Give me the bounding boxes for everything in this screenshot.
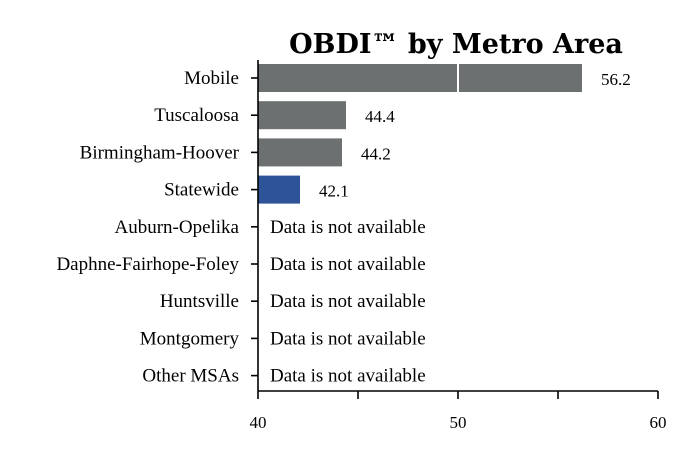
x-tick-label: 40 — [250, 413, 267, 432]
category-label-other-msas: Other MSAs — [142, 366, 239, 387]
category-label-statewide: Statewide — [164, 180, 239, 201]
category-label-huntsville: Huntsville — [160, 291, 239, 312]
category-label-daphne-fairhope-foley: Daphne-Fairhope-Foley — [56, 254, 239, 275]
value-label-tuscaloosa: 44.4 — [365, 107, 395, 126]
category-label-auburn-opelika: Auburn-Opelika — [114, 217, 239, 238]
category-label-birmingham-hoover: Birmingham-Hoover — [80, 142, 240, 163]
bar-birmingham-hoover — [258, 138, 342, 167]
unavailable-label-auburn-opelika: Data is not available — [270, 217, 426, 238]
category-label-mobile: Mobile — [184, 68, 239, 89]
value-label-mobile: 56.2 — [601, 70, 631, 89]
unavailable-label-other-msas: Data is not available — [270, 366, 426, 387]
chart-title: OBDI™ by Metro Area — [289, 29, 623, 60]
labels-group: Mobile 56.2 Tuscaloosa 44.4 Birmingham-Hoove… — [56, 68, 630, 387]
unavailable-label-montgomery: Data is not available — [270, 328, 426, 349]
bar-tuscaloosa — [258, 101, 346, 130]
x-tick-label: 60 — [650, 413, 667, 432]
unavailable-label-daphne-fairhope-foley: Data is not available — [270, 254, 426, 275]
category-label-montgomery: Montgomery — [140, 328, 240, 349]
x-tick-label: 50 — [450, 413, 467, 432]
bar-statewide — [258, 175, 300, 204]
value-label-birmingham-hoover: 44.2 — [361, 144, 391, 163]
category-label-tuscaloosa: Tuscaloosa — [154, 105, 239, 126]
axes-group: 40 50 60 — [250, 60, 667, 432]
bar-mobile — [258, 64, 582, 92]
unavailable-label-huntsville: Data is not available — [270, 291, 426, 312]
bars-group — [258, 60, 582, 391]
value-label-statewide: 42.1 — [319, 182, 349, 201]
